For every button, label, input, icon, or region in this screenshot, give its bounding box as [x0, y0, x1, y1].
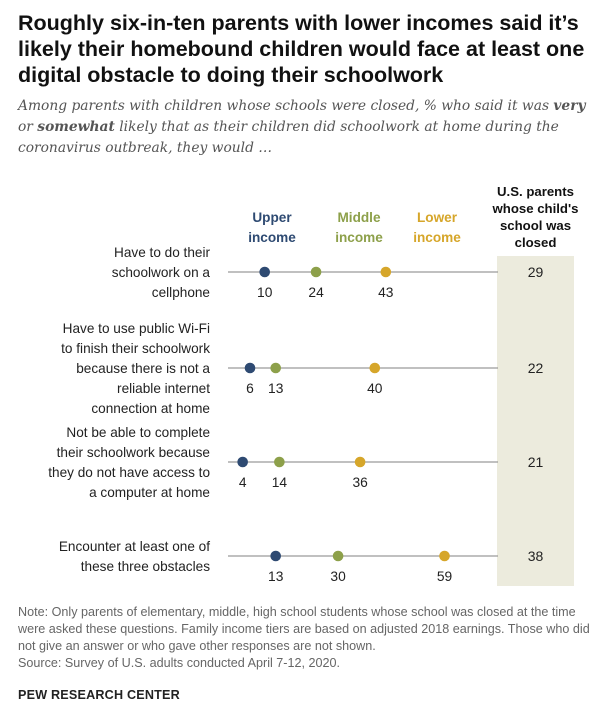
- us-parents-value: 21: [528, 454, 544, 470]
- us-parents-header-line: whose child's: [492, 201, 579, 216]
- value-label-middle: 30: [330, 569, 346, 584]
- chart-title: Roughly six-in-ten parents with lower in…: [18, 11, 585, 87]
- row-label-line: schoolwork on a: [112, 265, 211, 280]
- legend-lower-line2: income: [413, 230, 461, 245]
- legend-lower-line1: Lower: [417, 210, 458, 225]
- us-parents-header-line: school was: [500, 218, 571, 233]
- row-label-line: reliable internet: [117, 381, 210, 396]
- value-label-lower: 43: [378, 285, 394, 300]
- chart-subtitle: Among parents with children whose school…: [18, 96, 593, 159]
- subtitle-part1: Among parents with children whose school…: [18, 98, 554, 114]
- row-label-line: to finish their schoolwork: [61, 341, 210, 356]
- brand-logo-text: PEW RESEARCH CENTER: [18, 688, 180, 702]
- row-label-line: Encounter at least one of: [59, 539, 210, 554]
- value-label-upper: 13: [268, 569, 284, 584]
- row-label-line: Not be able to complete: [66, 425, 210, 440]
- row-label-line: a computer at home: [89, 485, 210, 500]
- dot-upper: [259, 266, 271, 278]
- value-label-middle: 14: [272, 475, 288, 490]
- chart-note: Note: Only parents of elementary, middle…: [18, 604, 593, 672]
- row-label-line: cellphone: [152, 285, 210, 300]
- source-text: Source: Survey of U.S. adults conducted …: [18, 656, 341, 670]
- subtitle-part2: likely that as their children did school…: [18, 119, 559, 156]
- legend-middle-line2: income: [335, 230, 383, 245]
- note-text: Note: Only parents of elementary, middle…: [18, 605, 590, 653]
- dot-middle: [274, 456, 285, 468]
- dot-middle: [270, 362, 282, 374]
- value-label-upper: 4: [239, 475, 247, 490]
- legend-upper-line1: Upper: [252, 210, 292, 225]
- row-label-line: these three obstacles: [81, 559, 210, 574]
- value-label-lower: 36: [352, 475, 368, 490]
- dot-lower: [369, 362, 381, 374]
- dot-plot-chart: U.S. parents whose child's school was close…: [48, 184, 579, 586]
- dot-lower: [380, 266, 392, 278]
- row-label-line: their schoolwork because: [57, 445, 210, 460]
- row-label-line: connection at home: [91, 401, 210, 416]
- dot-middle: [332, 550, 344, 562]
- value-label-middle: 24: [308, 285, 324, 300]
- value-label-lower: 59: [437, 569, 453, 584]
- subtitle-very: very: [553, 98, 586, 114]
- legend-middle-line1: Middle: [337, 210, 380, 225]
- dot-middle: [310, 266, 322, 278]
- dot-lower: [439, 550, 450, 562]
- value-label-upper: 6: [246, 381, 254, 396]
- us-parents-header-line: closed: [515, 235, 557, 250]
- row-label-line: they do not have access to: [48, 465, 210, 480]
- legend-upper-line2: income: [248, 230, 296, 245]
- dot-upper: [244, 362, 256, 374]
- row-label-line: Have to use public Wi-Fi: [63, 321, 210, 336]
- subtitle-or: or: [18, 119, 38, 135]
- value-label-lower: 40: [367, 381, 383, 396]
- subtitle-somewhat: somewhat: [37, 119, 115, 135]
- value-label-middle: 13: [268, 381, 284, 396]
- row-label-line: because there is not a: [76, 361, 210, 376]
- us-parents-value: 22: [528, 360, 544, 376]
- us-parents-value: 29: [528, 264, 544, 280]
- dot-lower: [354, 456, 366, 468]
- us-parents-panel: [497, 256, 574, 586]
- us-parents-header-line: U.S. parents: [497, 184, 574, 199]
- dot-upper: [270, 550, 282, 562]
- us-parents-value: 38: [528, 548, 544, 564]
- value-label-upper: 10: [257, 285, 273, 300]
- dot-upper: [237, 456, 248, 468]
- row-label-line: Have to do their: [114, 245, 210, 260]
